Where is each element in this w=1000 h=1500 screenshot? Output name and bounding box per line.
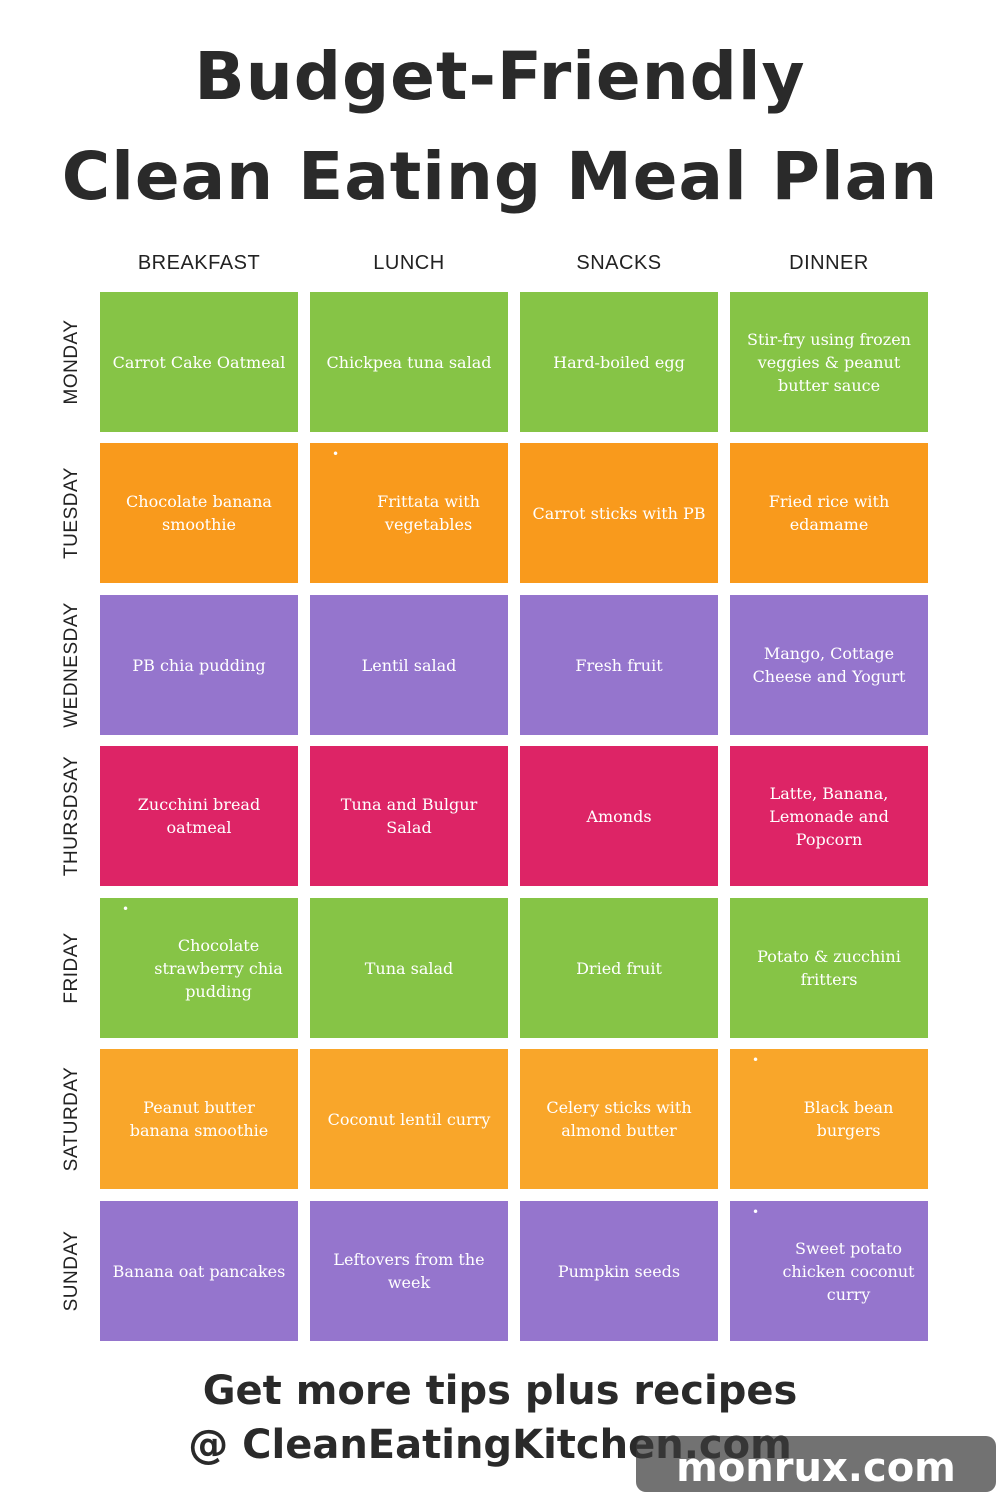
bullet-icon: •	[752, 1053, 760, 1067]
meal-cell-saturday-dinner: • Black bean burgers	[730, 1049, 928, 1189]
bullet-icon: •	[332, 447, 340, 461]
meal-text: Leftovers from the week	[333, 1250, 485, 1292]
meal-cell-wednesday-dinner: Mango, Cottage Cheese and Yogurt	[730, 595, 928, 735]
meal-text: Tuna salad	[364, 958, 454, 978]
meal-cell-wednesday-breakfast: PB chia pudding	[100, 595, 298, 735]
row-label-text: WEDNESDAY	[61, 602, 82, 728]
meal-text: Banana oat pancakes	[112, 1261, 286, 1281]
column-header-snacks: SNACKS	[576, 252, 662, 274]
meal-cell-tuesday-snacks: Carrot sticks with PB	[520, 443, 718, 583]
row-label-text: SUNDAY	[61, 1230, 82, 1312]
meal-cell-saturday-breakfast: Peanut butter banana smoothie	[100, 1049, 298, 1189]
meal-text: Pumpkin seeds	[557, 1261, 681, 1281]
meal-text: Chocolate banana smoothie	[126, 492, 272, 534]
meal-text: Amonds	[586, 806, 652, 826]
meal-text: Carrot Cake Oatmeal	[112, 352, 286, 372]
meal-cell-tuesday-dinner: Fried rice with edamame	[730, 443, 928, 583]
meal-cell-friday-snacks: Dried fruit	[520, 898, 718, 1038]
meal-cell-sunday-snacks: Pumpkin seeds	[520, 1201, 718, 1341]
bullet-icon: •	[122, 902, 130, 916]
meal-cell-friday-lunch: Tuna salad	[310, 898, 508, 1038]
row-label-text: TUESDAY	[61, 467, 82, 559]
meal-text: Peanut butter banana smoothie	[129, 1098, 269, 1140]
row-label-text: FRIDAY	[61, 932, 82, 1004]
meal-text: Latte, Banana, Lemonade and Popcorn	[769, 783, 889, 849]
meal-text: Fried rice with edamame	[768, 492, 890, 534]
meal-text: Mango, Cottage Cheese and Yogurt	[752, 644, 906, 686]
bullet-icon: •	[752, 1205, 760, 1219]
meal-cell-monday-breakfast: Carrot Cake Oatmeal	[100, 292, 298, 432]
meal-cell-wednesday-snacks: Fresh fruit	[520, 595, 718, 735]
row-label-text: SATURDAY	[61, 1066, 82, 1172]
meal-cell-thursdsay-lunch: Tuna and Bulgur Salad	[310, 746, 508, 886]
meal-cell-saturday-snacks: Celery sticks with almond butter	[520, 1049, 718, 1189]
meal-text: Celery sticks with almond butter	[546, 1098, 692, 1140]
meal-cell-monday-lunch: Chickpea tuna salad	[310, 292, 508, 432]
meal-text: Chickpea tuna salad	[326, 352, 492, 372]
meal-cell-friday-dinner: Potato & zucchini fritters	[730, 898, 928, 1038]
meal-cell-tuesday-lunch: • Frittata with vegetables	[310, 443, 508, 583]
meal-cell-tuesday-breakfast: Chocolate banana smoothie	[100, 443, 298, 583]
meal-cell-monday-snacks: Hard-boiled egg	[520, 292, 718, 432]
column-header-dinner: DINNER	[789, 252, 869, 274]
row-label-text: MONDAY	[61, 319, 82, 405]
meal-text: Tuna and Bulgur Salad	[340, 795, 478, 837]
meal-text: Zucchini bread oatmeal	[137, 795, 261, 837]
meal-cell-wednesday-lunch: Lentil salad	[310, 595, 508, 735]
page-title-line-2: Clean Eating Meal Plan	[61, 138, 939, 215]
footer-line-1: Get more tips plus recipes	[202, 1368, 798, 1414]
meal-text: Frittata with vegetables	[377, 492, 480, 534]
meal-cell-thursdsay-snacks: Amonds	[520, 746, 718, 886]
column-header-lunch: LUNCH	[373, 252, 445, 274]
row-label-text: THURSDSAY	[61, 755, 82, 877]
meal-cell-thursdsay-breakfast: Zucchini bread oatmeal	[100, 746, 298, 886]
meal-text: Potato & zucchini fritters	[757, 947, 901, 989]
meal-text: Black bean burgers	[803, 1098, 894, 1140]
meal-cell-sunday-dinner: • Sweet potato chicken coconut curry	[730, 1201, 928, 1341]
meal-text: Fresh fruit	[575, 655, 663, 675]
meal-cell-saturday-lunch: Coconut lentil curry	[310, 1049, 508, 1189]
page-title-line-1: Budget-Friendly	[194, 38, 806, 115]
meal-text: Lentil salad	[361, 655, 457, 675]
meal-text: PB chia pudding	[132, 655, 266, 675]
meal-cell-friday-breakfast: • Chocolate strawberry chia pudding	[100, 898, 298, 1038]
meal-cell-thursdsay-dinner: Latte, Banana, Lemonade and Popcorn	[730, 746, 928, 886]
meal-cell-sunday-lunch: Leftovers from the week	[310, 1201, 508, 1341]
meal-text: Carrot sticks with PB	[532, 503, 706, 523]
meal-text: Chocolate strawberry chia pudding	[154, 935, 283, 1001]
meal-text: Coconut lentil curry	[327, 1109, 491, 1129]
meal-cell-monday-dinner: Stir-fry using frozen veggies & peanut b…	[730, 292, 928, 432]
meal-text: Sweet potato chicken coconut curry	[782, 1238, 915, 1304]
meal-text: Hard-boiled egg	[553, 352, 685, 372]
meal-text: Dried fruit	[576, 958, 662, 978]
column-header-breakfast: BREAKFAST	[137, 252, 261, 274]
watermark: monrux.com	[636, 1436, 996, 1492]
meal-text: Stir-fry using frozen veggies & peanut b…	[747, 329, 911, 395]
meal-cell-sunday-breakfast: Banana oat pancakes	[100, 1201, 298, 1341]
